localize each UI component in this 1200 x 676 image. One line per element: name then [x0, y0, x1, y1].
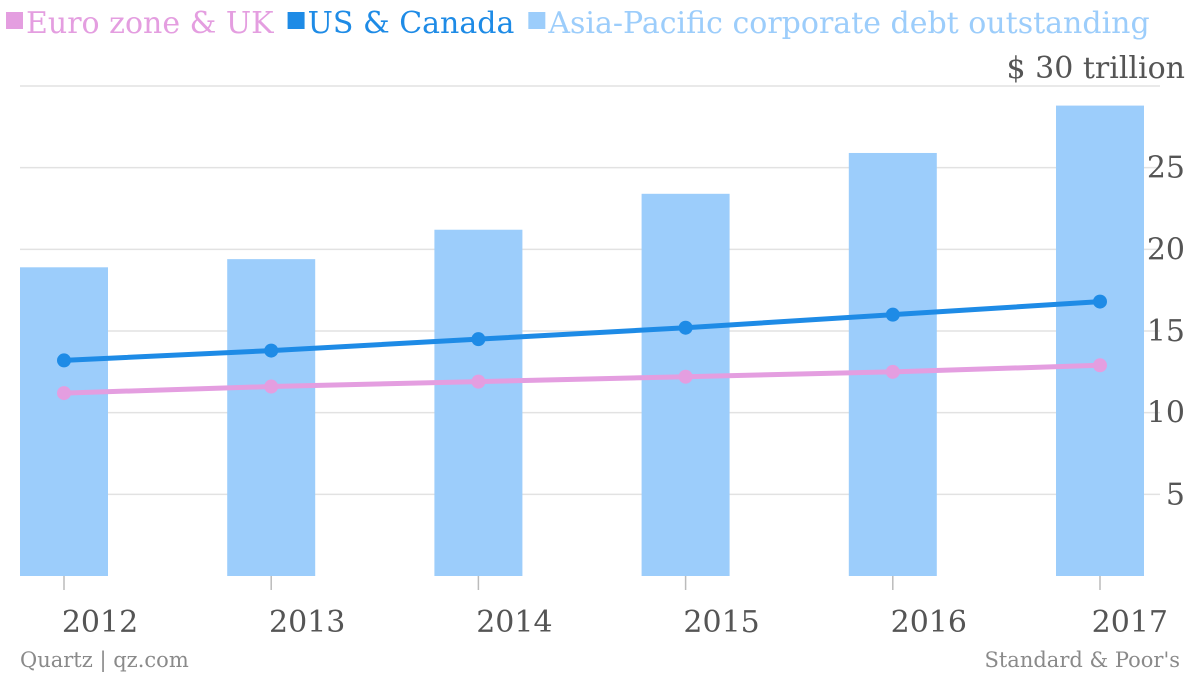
legend-label-0: Euro zone & UK	[26, 6, 274, 41]
point-1-2013	[264, 343, 279, 358]
x-tick-label: 2016	[891, 605, 967, 640]
x-tick-label: 2012	[62, 605, 138, 640]
series-lines	[57, 294, 1107, 401]
y-tick-label: 5	[1166, 477, 1185, 512]
legend-label-2: Asia-Pacific corporate debt outstanding	[547, 6, 1149, 41]
bar-2015	[641, 193, 730, 577]
point-1-2015	[678, 320, 693, 335]
y-tick-label: 15	[1147, 314, 1185, 349]
bar-2016	[848, 152, 937, 576]
bar-2014	[434, 229, 523, 576]
legend-swatch-2	[528, 12, 546, 29]
x-tick-label: 2015	[683, 605, 759, 640]
point-0-2015	[678, 369, 693, 384]
point-0-2017	[1093, 358, 1107, 373]
legend: Euro zone & UK US & Canada Asia-Pacific co…	[6, 6, 1150, 41]
bars	[20, 105, 1144, 577]
gridlines	[20, 85, 1160, 496]
point-1-2016	[885, 307, 900, 322]
bar-2013	[227, 259, 316, 576]
x-tick-label: 2013	[269, 605, 345, 640]
bar-2017	[1056, 105, 1144, 576]
series-line-1	[63, 299, 1101, 363]
legend-label-1: US & Canada	[308, 6, 515, 41]
series-line-0	[63, 362, 1101, 396]
legend-swatch-1	[287, 12, 305, 29]
x-axis-ticks: 2012 2013 2014 2015 2016 2017	[62, 576, 1168, 640]
source-credit: Quartz | qz.com	[20, 648, 189, 673]
point-0-2012	[57, 386, 71, 401]
point-0-2013	[264, 379, 279, 394]
data-source: Standard & Poor's	[984, 648, 1180, 672]
x-tick-label: 2014	[476, 605, 552, 640]
point-1-2017	[1093, 294, 1107, 309]
y-axis-top-label: $ 30 trillion	[1007, 51, 1186, 86]
y-tick-label: 20	[1147, 232, 1185, 267]
x-tick-label: 2017	[1092, 605, 1168, 640]
point-0-2016	[885, 364, 900, 379]
y-tick-label: 10	[1147, 396, 1185, 431]
bar-2012	[20, 267, 108, 576]
legend-swatch-0	[6, 12, 23, 29]
y-axis-ticks: 5 10 15 20 25 $ 30 trillion	[1007, 51, 1186, 512]
point-1-2012	[57, 353, 71, 368]
point-1-2014	[471, 332, 486, 347]
y-tick-label: 25	[1147, 151, 1185, 186]
point-0-2014	[471, 374, 486, 389]
